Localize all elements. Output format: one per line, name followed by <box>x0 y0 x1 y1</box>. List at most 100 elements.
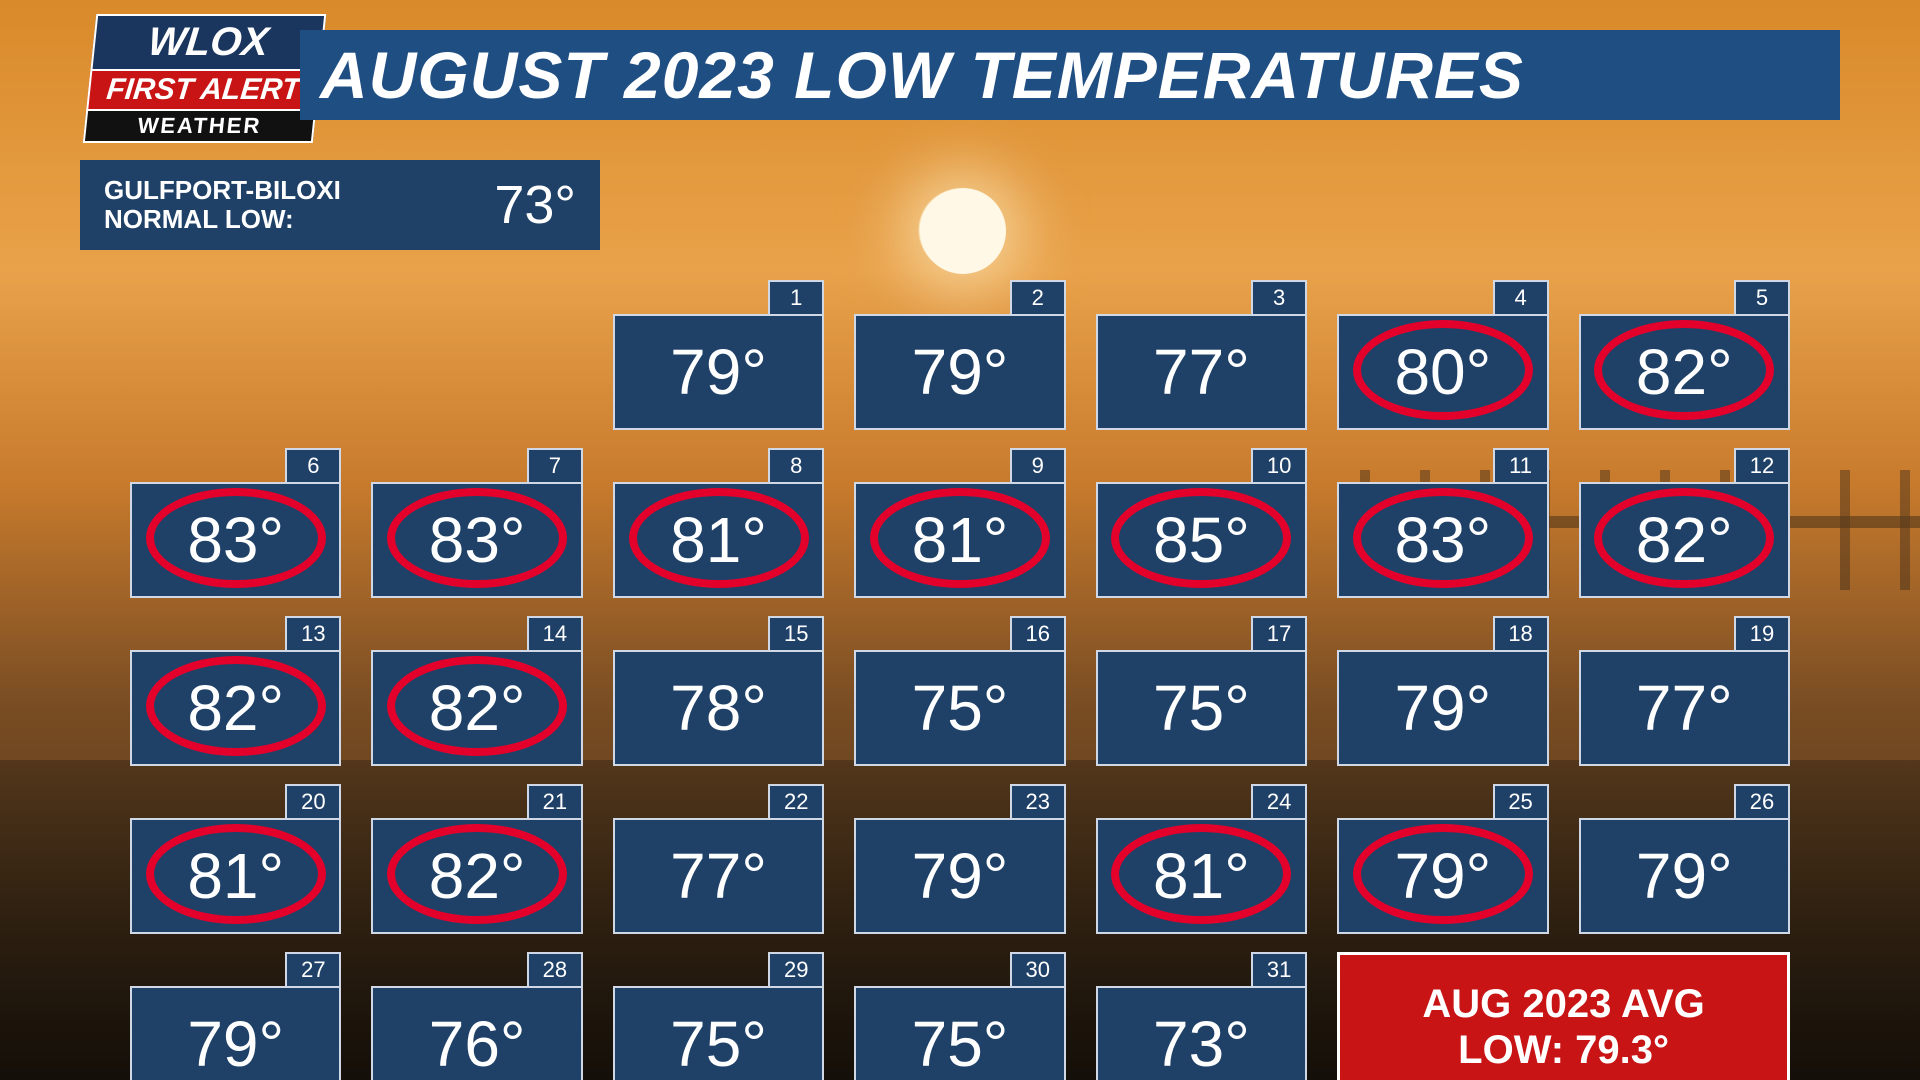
calendar-day-6: 683° <box>130 448 341 598</box>
day-number: 23 <box>1010 784 1066 818</box>
day-temperature: 73° <box>1153 1007 1250 1080</box>
day-number: 28 <box>527 952 583 986</box>
calendar-day-15: 1578° <box>613 616 824 766</box>
day-temperature: 78° <box>670 671 767 745</box>
day-number: 5 <box>1734 280 1790 314</box>
day-temperature: 81° <box>1153 839 1250 913</box>
day-number: 15 <box>768 616 824 650</box>
day-number: 10 <box>1251 448 1307 482</box>
calendar-day-7: 783° <box>371 448 582 598</box>
normal-low-value: 73° <box>494 174 576 236</box>
day-body: 82° <box>371 818 582 934</box>
weather-calendar-graphic: WLOX FIRST ALERT WEATHER AUGUST 2023 LOW… <box>0 0 1920 1080</box>
calendar-day-26: 2679° <box>1579 784 1790 934</box>
day-body: 77° <box>1579 650 1790 766</box>
day-temperature: 82° <box>429 839 526 913</box>
day-body: 81° <box>854 482 1065 598</box>
day-number: 17 <box>1251 616 1307 650</box>
day-number: 4 <box>1493 280 1549 314</box>
day-body: 79° <box>854 818 1065 934</box>
calendar-day-25: 2579° <box>1337 784 1548 934</box>
avg-line-1: AUG 2023 AVG <box>1422 981 1704 1027</box>
day-temperature: 76° <box>429 1007 526 1080</box>
day-number: 20 <box>285 784 341 818</box>
calendar-day-21: 2182° <box>371 784 582 934</box>
day-body: 79° <box>1337 650 1548 766</box>
day-temperature: 82° <box>1636 335 1733 409</box>
calendar-day-12: 1282° <box>1579 448 1790 598</box>
calendar-day-28: 2876° <box>371 952 582 1080</box>
title-text: AUGUST 2023 LOW TEMPERATURES <box>320 37 1524 113</box>
day-body: 79° <box>1579 818 1790 934</box>
day-number: 9 <box>1010 448 1066 482</box>
day-body: 82° <box>1579 314 1790 430</box>
calendar-day-18: 1879° <box>1337 616 1548 766</box>
day-temperature: 81° <box>912 503 1009 577</box>
background-sun <box>920 188 1006 274</box>
calendar-day-8: 881° <box>613 448 824 598</box>
calendar-day-24: 2481° <box>1096 784 1307 934</box>
calendar-day-2: 279° <box>854 280 1065 430</box>
calendar-day-10: 1085° <box>1096 448 1307 598</box>
logo-line-2: FIRST ALERT <box>86 71 320 111</box>
day-body: 80° <box>1337 314 1548 430</box>
day-temperature: 75° <box>1153 671 1250 745</box>
calendar-day-17: 1775° <box>1096 616 1307 766</box>
day-temperature: 75° <box>912 671 1009 745</box>
day-temperature: 75° <box>670 1007 767 1080</box>
day-number: 6 <box>285 448 341 482</box>
day-number: 19 <box>1734 616 1790 650</box>
day-number: 12 <box>1734 448 1790 482</box>
normal-low-label-line2: NORMAL LOW: <box>104 205 341 234</box>
station-logo: WLOX FIRST ALERT WEATHER <box>84 14 327 134</box>
day-number: 22 <box>768 784 824 818</box>
day-number: 27 <box>285 952 341 986</box>
day-number: 13 <box>285 616 341 650</box>
day-temperature: 82° <box>1636 503 1733 577</box>
day-body: 85° <box>1096 482 1307 598</box>
day-body: 78° <box>613 650 824 766</box>
calendar-day-1: 179° <box>613 280 824 430</box>
day-body: 75° <box>854 650 1065 766</box>
day-body: 83° <box>130 482 341 598</box>
day-number: 25 <box>1493 784 1549 818</box>
monthly-average-box: AUG 2023 AVGLOW: 79.3° <box>1337 952 1790 1080</box>
calendar-day-5: 582° <box>1579 280 1790 430</box>
calendar-day-3: 377° <box>1096 280 1307 430</box>
day-number: 11 <box>1493 448 1549 482</box>
day-number: 21 <box>527 784 583 818</box>
calendar-day-14: 1482° <box>371 616 582 766</box>
calendar-day-11: 1183° <box>1337 448 1548 598</box>
day-temperature: 79° <box>1636 839 1733 913</box>
day-body: 76° <box>371 986 582 1080</box>
day-number: 3 <box>1251 280 1307 314</box>
day-number: 1 <box>768 280 824 314</box>
day-temperature: 83° <box>1394 503 1491 577</box>
day-temperature: 83° <box>429 503 526 577</box>
day-temperature: 81° <box>670 503 767 577</box>
day-temperature: 79° <box>670 335 767 409</box>
day-number: 26 <box>1734 784 1790 818</box>
day-temperature: 79° <box>1394 839 1491 913</box>
day-body: 83° <box>1337 482 1548 598</box>
day-number: 16 <box>1010 616 1066 650</box>
day-body: 82° <box>371 650 582 766</box>
calendar-day-30: 3075° <box>854 952 1065 1080</box>
day-body: 82° <box>1579 482 1790 598</box>
day-temperature: 79° <box>912 335 1009 409</box>
day-body: 75° <box>613 986 824 1080</box>
title-bar: AUGUST 2023 LOW TEMPERATURES <box>300 30 1840 120</box>
day-body: 83° <box>371 482 582 598</box>
day-body: 79° <box>1337 818 1548 934</box>
day-body: 82° <box>130 650 341 766</box>
calendar-day-27: 2779° <box>130 952 341 1080</box>
normal-low-label: GULFPORT-BILOXI NORMAL LOW: <box>104 176 341 233</box>
day-number: 7 <box>527 448 583 482</box>
calendar-day-20: 2081° <box>130 784 341 934</box>
day-body: 73° <box>1096 986 1307 1080</box>
day-number: 18 <box>1493 616 1549 650</box>
day-body: 77° <box>1096 314 1307 430</box>
logo-line-1: WLOX <box>90 14 326 71</box>
calendar-day-29: 2975° <box>613 952 824 1080</box>
calendar-day-22: 2277° <box>613 784 824 934</box>
